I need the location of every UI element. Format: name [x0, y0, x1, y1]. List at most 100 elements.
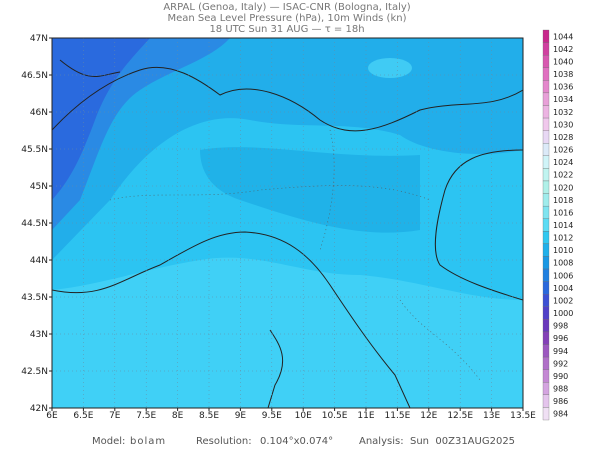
- colorbar-label: 1032: [553, 108, 573, 117]
- colorbar-swatch: [542, 143, 550, 156]
- colorbar-label: 1014: [553, 221, 573, 230]
- colorbar-swatch: [542, 382, 550, 395]
- lon-label: 10.5E: [322, 411, 348, 421]
- colorbar-swatch: [542, 42, 550, 56]
- lat-label: 46.5N: [21, 71, 48, 81]
- colorbar-swatch: [542, 130, 550, 144]
- lon-label: 9.5E: [262, 411, 282, 421]
- lon-label: 12.5E: [447, 411, 473, 421]
- footer-label: Analysis:: [359, 436, 404, 447]
- lon-label: 7.5E: [136, 411, 156, 421]
- colorbar-swatch: [542, 319, 550, 333]
- colorbar-label: 996: [553, 334, 568, 343]
- colorbar-label: 986: [553, 397, 568, 406]
- colorbar-label: 1026: [553, 146, 573, 155]
- colorbar-label: 1028: [553, 133, 573, 142]
- colorbar-swatch: [542, 331, 550, 345]
- colorbar-label: 1040: [553, 57, 573, 66]
- axis-labels: 6E 6.5E 7E 7.5E 8E 8.5E 9E 9.5E 10E 10.5E 11E 11.5E…: [21, 34, 536, 421]
- colorbar: 1044 1042 1040 1038 1036 1034 1032 1030 1028 1026…: [542, 29, 573, 421]
- lon-label: 11E: [357, 411, 374, 421]
- lon-label: 9E: [235, 411, 247, 421]
- colorbar-swatch: [542, 394, 550, 408]
- colorbar-swatch: [542, 55, 550, 68]
- colorbar-swatch: [542, 407, 550, 421]
- lon-label: 10E: [295, 411, 312, 421]
- colorbar-label: 1012: [553, 234, 573, 243]
- colorbar-label: 1042: [553, 45, 573, 54]
- lon-label: 13E: [483, 411, 500, 421]
- lat-label: 46N: [30, 108, 48, 118]
- footer-label: Resolution:: [196, 436, 252, 447]
- colorbar-swatch: [542, 243, 550, 257]
- lat-label: 45N: [30, 182, 48, 192]
- colorbar-label: 1008: [553, 259, 573, 268]
- header-line: Mean Sea Level Pressure (hPa), 10m Winds…: [168, 13, 407, 24]
- colorbar-label: 1022: [553, 171, 573, 180]
- colorbar-swatch: [542, 155, 550, 169]
- lon-label: 6.5E: [73, 411, 93, 421]
- colorbar-label: 1016: [553, 208, 573, 217]
- colorbar-label: 1036: [553, 83, 573, 92]
- colorbar-label: 1010: [553, 246, 573, 255]
- graticule: [52, 38, 523, 408]
- colorbar-label: 994: [553, 347, 568, 356]
- colorbar-label: 998: [553, 322, 568, 331]
- colorbar-label: 1044: [553, 32, 573, 41]
- header-line: ARPAL (Genoa, Italy) — ISAC-CNR (Bologna…: [163, 2, 410, 13]
- footer-label: Model:: [92, 436, 125, 447]
- lat-label: 42.5N: [21, 367, 48, 377]
- colorbar-label: 1030: [553, 120, 573, 129]
- footer-value: bolam: [130, 436, 166, 447]
- lon-label: 6E: [46, 411, 58, 421]
- colorbar-label: 1000: [553, 309, 573, 318]
- colorbar-swatch: [542, 67, 550, 81]
- lon-label: 8.5E: [199, 411, 219, 421]
- lat-label: 44.5N: [21, 219, 48, 229]
- colorbar-swatch: [542, 80, 550, 94]
- colorbar-swatch: [542, 117, 550, 131]
- colorbar-swatch: [542, 218, 550, 232]
- colorbar-swatch: [542, 256, 550, 270]
- colorbar-swatch: [542, 92, 550, 106]
- colorbar-label: 1004: [553, 284, 573, 293]
- colorbar-swatch: [542, 306, 550, 320]
- lon-label: 11.5E: [385, 411, 411, 421]
- colorbar-swatch: [542, 268, 550, 282]
- colorbar-label: 990: [553, 372, 568, 381]
- colorbar-label: 1006: [553, 271, 573, 280]
- lat-label: 43N: [30, 330, 48, 340]
- colorbar-swatch: [542, 294, 550, 307]
- colorbar-swatch: [542, 105, 550, 119]
- lon-label: 8E: [172, 411, 184, 421]
- lat-label: 42N: [30, 404, 48, 414]
- lon-label: 7E: [109, 411, 121, 421]
- colorbar-label: 992: [553, 359, 568, 368]
- colorbar-label: 988: [553, 385, 568, 394]
- lat-label: 47N: [30, 34, 48, 44]
- colorbar-label: 1024: [553, 158, 573, 167]
- colorbar-label: 1038: [553, 70, 573, 79]
- colorbar-label: 1018: [553, 196, 573, 205]
- lon-label: 12E: [420, 411, 437, 421]
- map-area: [52, 38, 523, 408]
- colorbar-swatch: [542, 344, 550, 358]
- colorbar-swatch: [542, 193, 550, 207]
- colorbar-label: 984: [553, 410, 568, 419]
- colorbar-label: 1002: [553, 296, 573, 305]
- colorbar-label: 1034: [553, 95, 573, 104]
- footer-value: 0.104°x0.074°: [260, 436, 333, 447]
- colorbar-swatch: [542, 356, 550, 370]
- colorbar-swatch: [542, 205, 550, 219]
- colorbar-swatch: [542, 168, 550, 182]
- colorbar-swatch: [542, 29, 550, 43]
- colorbar-swatch: [542, 281, 550, 295]
- lat-label: 45.5N: [21, 145, 48, 155]
- lon-label: 13.5E: [510, 411, 536, 421]
- colorbar-swatch: [542, 231, 550, 245]
- colorbar-label: 1020: [553, 183, 573, 192]
- colorbar-swatch: [542, 180, 550, 194]
- colorbar-swatch: [542, 369, 550, 383]
